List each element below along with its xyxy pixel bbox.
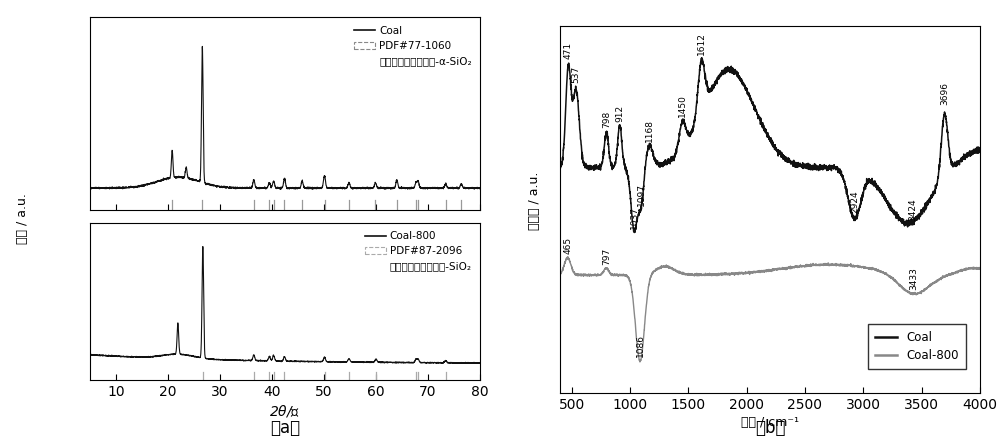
- X-axis label: 2$\theta$/度: 2$\theta$/度: [269, 403, 301, 419]
- Text: 3433: 3433: [909, 267, 918, 290]
- Text: 强度 / a.u.: 强度 / a.u.: [15, 193, 28, 244]
- Legend: Coal, Coal-800: Coal, Coal-800: [868, 324, 966, 369]
- Text: 465: 465: [563, 237, 572, 254]
- Legend: Coal, PDF#77-1060, 三方晶系的低温石英-α-SiO₂: Coal, PDF#77-1060, 三方晶系的低温石英-α-SiO₂: [351, 23, 475, 69]
- Text: 1037: 1037: [630, 206, 639, 229]
- Text: 2924: 2924: [850, 191, 859, 213]
- Text: （a）: （a）: [270, 419, 300, 437]
- Text: 3696: 3696: [940, 82, 949, 105]
- Text: 1450: 1450: [678, 94, 687, 118]
- Text: 537: 537: [571, 66, 580, 83]
- X-axis label: 波数 / cm⁻¹: 波数 / cm⁻¹: [741, 416, 799, 429]
- Text: 471: 471: [564, 42, 573, 59]
- Text: 1086: 1086: [636, 334, 645, 357]
- Text: 797: 797: [602, 248, 611, 265]
- Text: 1097: 1097: [637, 183, 646, 206]
- Text: （b）: （b）: [755, 419, 785, 437]
- Text: 798: 798: [602, 111, 611, 128]
- Text: 透过率 / a.u.: 透过率 / a.u.: [528, 172, 542, 230]
- Text: 1168: 1168: [645, 118, 654, 142]
- Text: 3424: 3424: [908, 199, 917, 222]
- Text: 912: 912: [615, 104, 624, 121]
- Text: 1612: 1612: [697, 32, 706, 55]
- Legend: Coal-800, PDF#87-2096, 三方晶系的低温石英-SiO₂: Coal-800, PDF#87-2096, 三方晶系的低温石英-SiO₂: [362, 228, 475, 275]
